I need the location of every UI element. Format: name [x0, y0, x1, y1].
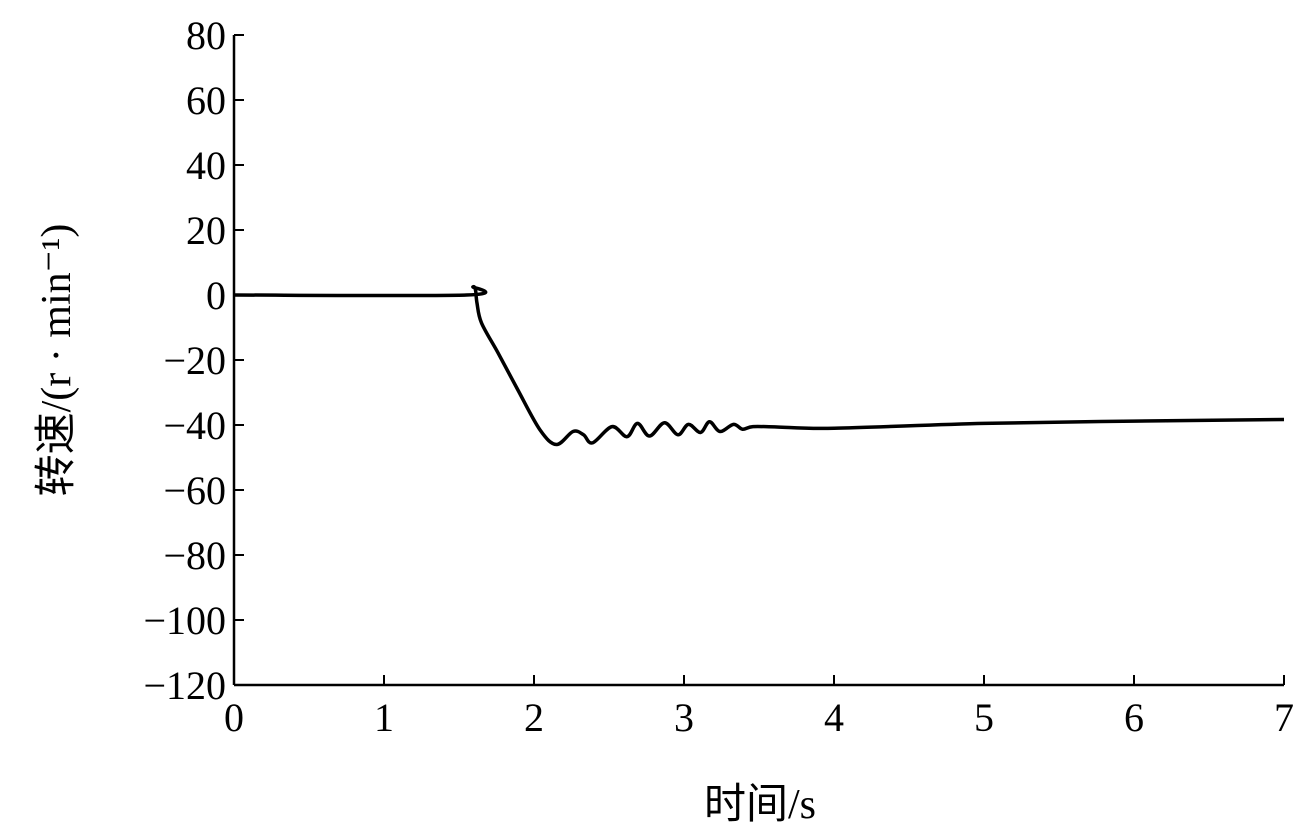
y-tick-label: −40	[163, 403, 226, 448]
x-tick-label: 6	[1124, 695, 1144, 740]
x-tick-label: 3	[674, 695, 694, 740]
y-tick-label: 40	[186, 143, 226, 188]
x-tick-label: 4	[824, 695, 844, 740]
x-tick-label: 7	[1274, 695, 1294, 740]
x-tick-label: 2	[524, 695, 544, 740]
x-tick-label: 1	[374, 695, 394, 740]
axes	[232, 35, 1284, 687]
x-axis-label: 时间/s	[704, 782, 816, 828]
y-tick-label: 80	[186, 13, 226, 58]
y-tick-label: 60	[186, 78, 226, 123]
y-axis-label: 转速/(r · min⁻¹)	[34, 224, 80, 497]
x-tick-label: 5	[974, 695, 994, 740]
y-tick-label: −120	[143, 663, 226, 708]
y-tick-label: −60	[163, 468, 226, 513]
y-tick-label: 20	[186, 208, 226, 253]
x-tick-label: 0	[224, 695, 244, 740]
y-tick-label: 0	[206, 273, 226, 318]
y-tick-label: −80	[163, 533, 226, 578]
series-line	[233, 284, 1285, 447]
y-tick-label: −100	[143, 598, 226, 643]
ticks: 0 1 2 3 4 5 6 7 80 60 40 20 0 −20 −40 −60 −80 −100 −120	[143, 13, 1294, 740]
y-tick-label: −20	[163, 338, 226, 383]
